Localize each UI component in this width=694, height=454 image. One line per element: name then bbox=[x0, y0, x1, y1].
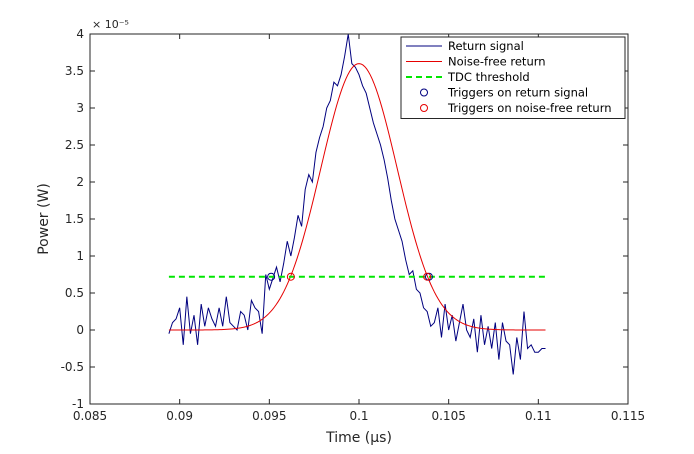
axes-layer: 0.085 0.09 0.095 0.1 0.105 0.11 0.115 -1 -0.5 0 0.… bbox=[61, 27, 646, 423]
trigger-marker bbox=[267, 272, 276, 281]
y-tick-label: 0.5 bbox=[65, 286, 84, 300]
legend-marker bbox=[420, 88, 428, 97]
legend-entry-label: Noise-free return bbox=[448, 55, 546, 69]
legend-entry-label: TDC threshold bbox=[447, 70, 530, 84]
y-tick-label: 4 bbox=[76, 27, 84, 41]
y-tick-label: -1 bbox=[72, 397, 84, 411]
x-tick-label: 0.115 bbox=[611, 409, 645, 423]
y-tick-label: 3.5 bbox=[65, 64, 84, 78]
legend-entry-label: Return signal bbox=[448, 39, 524, 53]
y-tick-label: 1.5 bbox=[65, 212, 84, 226]
y-tick-label: 3 bbox=[76, 101, 84, 115]
y-axis-title: Power (W) bbox=[36, 183, 52, 255]
series-noise-free-return-line bbox=[168, 63, 546, 331]
legend-entry-label: Triggers on noise-free return bbox=[447, 101, 612, 115]
y-tick-label: 1 bbox=[76, 249, 84, 263]
x-tick-label: 0.11 bbox=[525, 409, 552, 423]
legend-marker bbox=[420, 104, 428, 112]
x-tick-label: 0.095 bbox=[252, 409, 286, 423]
y-tick-label: 0 bbox=[76, 323, 84, 337]
x-tick-label: 0.1 bbox=[349, 409, 368, 423]
trigger-marker bbox=[423, 272, 432, 281]
legend-entry-label: Triggers on return signal bbox=[447, 86, 588, 100]
x-tick-label: 0.09 bbox=[166, 409, 193, 423]
x-axis-title: Time (μs) bbox=[325, 430, 392, 446]
y-tick-label: 2 bbox=[76, 175, 84, 189]
y-tick-label: -0.5 bbox=[61, 360, 84, 374]
y-exponent-label: × 10⁻⁵ bbox=[92, 18, 129, 31]
y-tick-label: 2.5 bbox=[65, 138, 84, 152]
x-tick-label: 0.105 bbox=[431, 409, 465, 423]
series-return-signal-line bbox=[168, 33, 546, 375]
x-tick-label: 0.085 bbox=[73, 409, 107, 423]
trigger-marker bbox=[286, 272, 295, 281]
series-layer bbox=[168, 33, 546, 375]
